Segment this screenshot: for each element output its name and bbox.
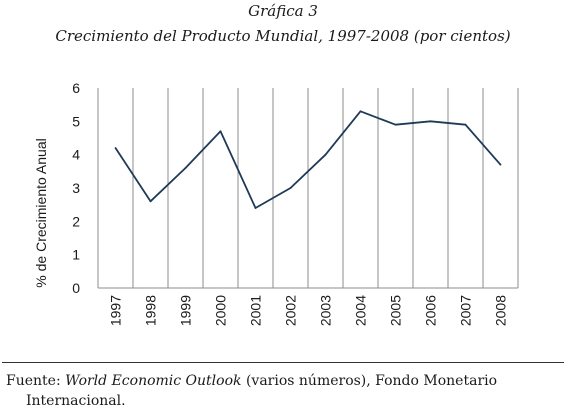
y-tick-label: 1 [72, 247, 80, 263]
x-tick-label: 2008 [493, 295, 509, 326]
data-point [149, 200, 152, 203]
data-point [114, 147, 117, 149]
x-tick-label: 2003 [318, 295, 334, 326]
x-tick-label: 1997 [108, 295, 124, 326]
data-point [394, 123, 397, 126]
data-point [499, 163, 502, 166]
x-tick-label: 2004 [353, 295, 369, 326]
data-point [184, 167, 187, 169]
y-tick-label: 2 [72, 213, 80, 229]
x-tick-label: 2005 [388, 295, 404, 326]
data-point [219, 130, 222, 133]
source-rest: (varios números), Fondo Monetario [245, 373, 498, 389]
x-tick-label: 2000 [213, 295, 229, 326]
x-tick-label: 2001 [248, 295, 264, 326]
data-point [324, 153, 327, 156]
x-tick-label: 2002 [283, 295, 299, 326]
data-point [359, 110, 362, 113]
x-tick-label: 1998 [143, 295, 159, 326]
source-line2: Internacional. [26, 393, 126, 409]
y-tick-label: 6 [72, 80, 80, 96]
data-point [464, 123, 467, 126]
figure-label: Gráfica 3 [248, 2, 318, 20]
data-point [289, 187, 292, 189]
y-axis-label: % de Crecimiento Anual [33, 138, 49, 287]
source-divider [2, 362, 564, 363]
y-tick-label: 4 [72, 147, 80, 163]
series-line [114, 110, 502, 209]
x-tick-label: 2006 [423, 295, 439, 326]
data-point [254, 207, 257, 209]
figure-title: Crecimiento del Producto Mundial, 1997-2… [55, 27, 511, 45]
source-prefix: Fuente: [6, 373, 61, 389]
y-tick-label: 3 [72, 180, 80, 196]
source-note: Fuente: World Economic Outlook (varios n… [6, 371, 562, 411]
y-tick-label: 0 [72, 280, 80, 296]
y-tick-label: 5 [72, 113, 80, 129]
data-point [429, 120, 432, 123]
x-tick-label: 2007 [458, 295, 474, 326]
source-publication: World Economic Outlook [65, 373, 242, 389]
x-tick-label: 1999 [178, 295, 194, 326]
line-chart: 0 1 2 3 4 5 6 1997 1998 1999 2000 2001 2002 2003 2004 2… [33, 80, 519, 326]
